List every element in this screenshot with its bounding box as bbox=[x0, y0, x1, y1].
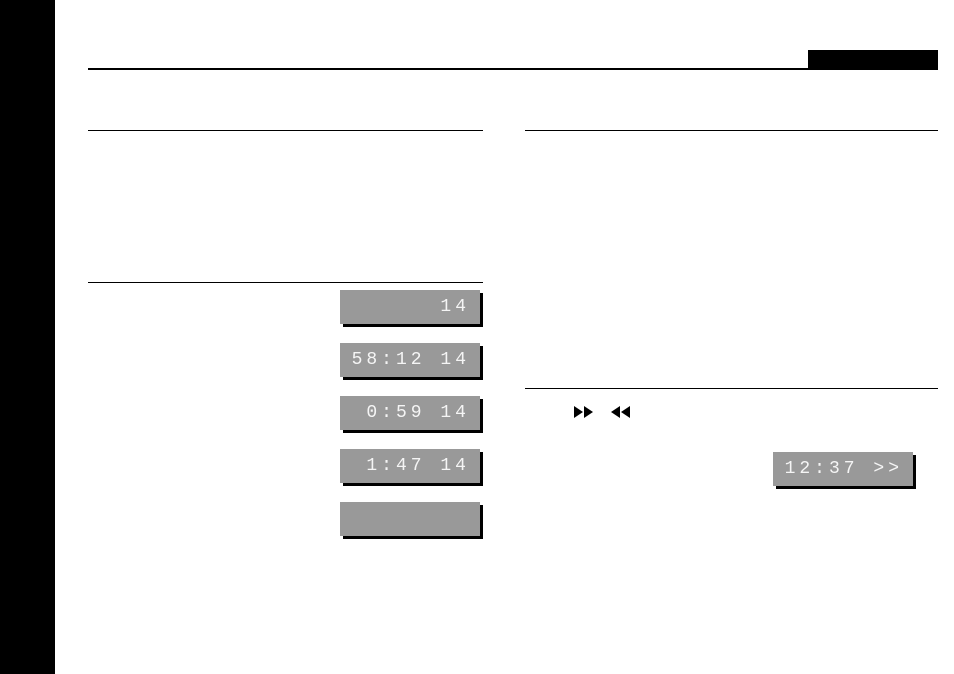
lcd-display-left: 58:12 14 bbox=[340, 343, 480, 377]
left-black-strip bbox=[0, 0, 55, 674]
fast-forward-icon bbox=[574, 406, 593, 418]
top-horizontal-rule bbox=[88, 68, 938, 70]
lcd-display-right: 12:37 >> bbox=[773, 452, 913, 486]
right-column-rule-2 bbox=[525, 388, 938, 389]
rewind-icon bbox=[611, 406, 630, 418]
lcd-display-left: 1:47 14 bbox=[340, 449, 480, 483]
top-right-black-tab bbox=[808, 50, 938, 70]
left-column-rule-2 bbox=[88, 282, 483, 283]
lcd-display-left bbox=[340, 502, 480, 536]
transport-icons bbox=[574, 406, 630, 418]
left-column-rule-1 bbox=[88, 130, 483, 131]
right-column-rule-1 bbox=[525, 130, 938, 131]
lcd-display-left: 0:59 14 bbox=[340, 396, 480, 430]
lcd-display-left: 14 bbox=[340, 290, 480, 324]
